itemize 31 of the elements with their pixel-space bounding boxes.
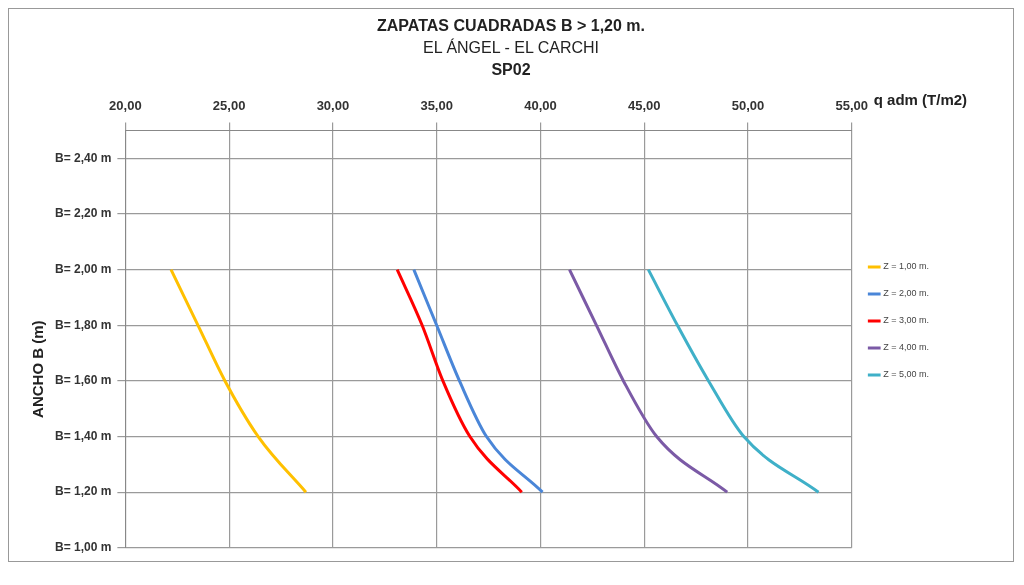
y-tick-label: B= 2,20 m xyxy=(54,206,112,221)
line-series xyxy=(395,268,524,494)
line-series xyxy=(412,268,545,494)
x-tick-label: 35,00 xyxy=(420,98,453,114)
x-tick-label: 55,00 xyxy=(835,98,868,114)
x-axis-title: q adm (T/m2) xyxy=(873,90,968,108)
y-axis-title: ANCHO B (m) xyxy=(29,320,47,418)
legend-label: Z = 4,00 m. xyxy=(883,342,930,353)
chart-subtitle: EL ÁNGEL - EL CARCHI xyxy=(421,37,600,58)
x-tick-label: 20,00 xyxy=(109,98,142,114)
line-series xyxy=(169,268,308,494)
legend-label: Z = 2,00 m. xyxy=(883,288,930,299)
x-tick-label: 40,00 xyxy=(524,98,557,114)
chart-title: ZAPATAS CUADRADAS B > 1,20 m. xyxy=(375,16,646,36)
y-tick-label: B= 2,40 m xyxy=(54,150,112,165)
y-tick-label: B= 1,20 m xyxy=(54,484,112,499)
legend-label: Z = 1,00 m. xyxy=(883,261,930,272)
x-tick-label: 30,00 xyxy=(316,98,350,114)
line-series xyxy=(567,268,729,494)
x-tick-label: 45,00 xyxy=(627,98,661,114)
legend-label: Z = 5,00 m. xyxy=(883,369,930,380)
text: SP02 xyxy=(490,60,532,80)
legend-label: Z = 3,00 m. xyxy=(883,315,930,326)
x-tick-label: 25,00 xyxy=(212,98,246,114)
y-tick-label: B= 1,40 m xyxy=(54,428,112,443)
x-tick-label: 50,00 xyxy=(731,98,765,114)
y-tick-label: B= 1,00 m xyxy=(54,540,112,555)
y-tick-label: B= 1,60 m xyxy=(54,373,112,388)
line-series xyxy=(646,268,821,494)
y-tick-label: B= 1,80 m xyxy=(54,317,112,332)
y-tick-label: B= 2,00 m xyxy=(54,261,112,276)
